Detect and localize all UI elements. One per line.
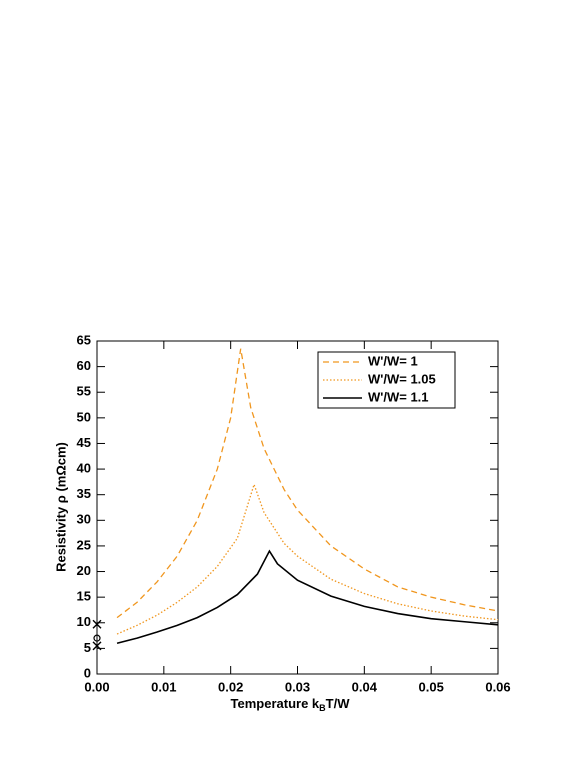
plot-frame (96, 340, 499, 675)
y-tick-label: 15 (77, 589, 91, 604)
y-tick-label: 35 (77, 486, 91, 501)
series-line (116, 549, 499, 645)
x-tick-label: 0.05 (419, 679, 444, 694)
y-tick-label: 65 (77, 332, 91, 347)
y-tick-label: 25 (77, 537, 91, 552)
legend-label: W'/W= 1.05 (368, 371, 436, 386)
x-tick-label: 0.04 (352, 679, 378, 694)
point (92, 619, 102, 629)
y-tick-label: 5 (84, 640, 91, 655)
y-axis-label: Resistivity ρ (mΩcm) (53, 442, 68, 572)
y-tick-label: 60 (77, 358, 91, 373)
y-tick-label: 40 (77, 461, 91, 476)
x-label-text: Temperature k (231, 696, 320, 711)
x-tick-label: 0.06 (485, 679, 510, 694)
legend-label: W'/W= 1 (368, 353, 418, 368)
y-tick-label: 10 (77, 614, 91, 629)
series-line (116, 348, 499, 619)
series-line (116, 482, 499, 635)
x-label-tail: T/W (326, 696, 351, 711)
y-tick-label: 45 (77, 435, 91, 450)
y-tick-label: 55 (77, 384, 91, 399)
point (92, 641, 102, 651)
y-tick-label: 30 (77, 512, 91, 527)
y-tick-label: 0 (84, 665, 91, 680)
y-tick-label: 50 (77, 409, 91, 424)
x-tick-label: 0.02 (218, 679, 243, 694)
x-tick-label: 0.01 (151, 679, 176, 694)
x-tick-label: 0.00 (84, 679, 109, 694)
legend-label: W'/W= 1.1 (368, 389, 429, 404)
y-tick-label: 20 (77, 563, 91, 578)
x-tick-label: 0.03 (285, 679, 310, 694)
x-axis-label: Temperature kBT/W (231, 696, 351, 713)
point (93, 634, 101, 642)
x-label-sub: B (319, 703, 326, 713)
